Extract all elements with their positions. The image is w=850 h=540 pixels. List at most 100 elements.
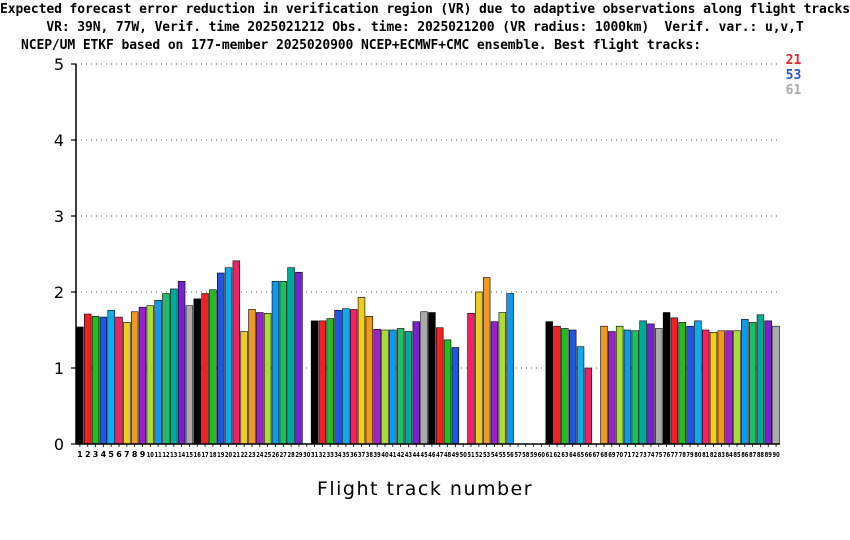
x-tick-label-33: 33 xyxy=(327,451,334,459)
x-tick-label-68: 68 xyxy=(600,451,607,459)
x-tick-label-3: 3 xyxy=(93,450,99,459)
bar-track-5 xyxy=(107,309,115,445)
x-tick-label-71: 71 xyxy=(624,451,631,459)
bar-track-29 xyxy=(295,271,303,445)
x-tick-label-18: 18 xyxy=(209,451,216,459)
bar-track-78 xyxy=(678,322,686,445)
bar-track-2 xyxy=(84,313,92,445)
bar-track-37 xyxy=(357,297,366,445)
x-tick-label-24: 24 xyxy=(256,451,263,459)
bar-track-44 xyxy=(412,321,420,445)
bar-track-76 xyxy=(662,312,671,445)
x-tick-label-82: 82 xyxy=(710,451,717,459)
y-tick-label-2: 2 xyxy=(54,283,64,302)
x-tick-label-1: 1 xyxy=(77,450,83,459)
x-tick-label-42: 42 xyxy=(397,451,404,459)
bar-track-46 xyxy=(428,312,436,445)
y-tick-label-5: 5 xyxy=(54,55,64,74)
bar-track-51 xyxy=(467,312,475,445)
x-tick-label-58: 58 xyxy=(522,451,529,459)
bar-track-70 xyxy=(615,325,624,445)
best-flight-tracks: 21 53 61 xyxy=(770,38,802,98)
x-tick-label-28: 28 xyxy=(288,451,295,459)
x-tick-label-14: 14 xyxy=(178,451,185,459)
x-tick-label-79: 79 xyxy=(686,451,693,459)
x-tick-label-8: 8 xyxy=(132,450,138,459)
bar-track-86 xyxy=(741,319,749,445)
bar-track-34 xyxy=(334,309,342,445)
bar-track-26 xyxy=(271,281,280,445)
bar-track-81 xyxy=(701,329,710,445)
bar-track-1 xyxy=(76,326,84,445)
best-track-2: 53 xyxy=(785,68,802,83)
x-tick-label-41: 41 xyxy=(389,451,396,459)
bar-track-87 xyxy=(748,322,757,445)
x-tick-label-88: 88 xyxy=(757,451,764,459)
x-tick-label-83: 83 xyxy=(718,451,725,459)
x-tick-label-62: 62 xyxy=(553,451,560,459)
x-tick-label-23: 23 xyxy=(248,451,255,459)
bar-track-61 xyxy=(545,321,553,445)
x-tick-label-84: 84 xyxy=(726,451,733,459)
x-tick-label-13: 13 xyxy=(170,451,177,459)
y-tick-label-0: 0 xyxy=(54,435,64,454)
best-track-1: 21 xyxy=(785,53,802,68)
x-tick-label-80: 80 xyxy=(694,451,701,459)
bar-track-47 xyxy=(436,327,444,445)
x-tick-label-46: 46 xyxy=(428,451,435,459)
bar-track-6 xyxy=(115,316,123,445)
x-tick-label-77: 77 xyxy=(671,451,678,459)
x-axis-label: Flight track number xyxy=(316,478,534,500)
x-tick-label-7: 7 xyxy=(124,450,130,459)
bar-track-66 xyxy=(584,367,593,445)
bar-track-21 xyxy=(232,260,241,445)
bar-track-75 xyxy=(655,328,663,445)
x-tick-label-22: 22 xyxy=(241,451,248,459)
bar-track-56 xyxy=(506,293,514,445)
bar-track-12 xyxy=(162,293,170,445)
x-tick-label-31: 31 xyxy=(311,451,318,459)
x-tick-label-11: 11 xyxy=(155,451,162,459)
bar-track-36 xyxy=(349,309,358,445)
x-tick-label-32: 32 xyxy=(319,451,326,459)
bar-track-19 xyxy=(217,272,225,445)
x-tick-label-54: 54 xyxy=(491,451,498,459)
best-track-3: 61 xyxy=(785,83,802,98)
bar-track-55 xyxy=(498,312,507,445)
chart-title-line-3: NCEP/UM ETKF based on 177-member 2025020… xyxy=(21,38,701,53)
x-tick-label-26: 26 xyxy=(272,451,279,459)
bar-track-33 xyxy=(326,318,334,445)
x-tick-label-49: 49 xyxy=(452,451,459,459)
x-tick-label-47: 47 xyxy=(436,451,443,459)
bar-track-9 xyxy=(138,306,147,445)
x-tick-label-86: 86 xyxy=(741,451,748,459)
x-tick-label-87: 87 xyxy=(749,451,756,459)
bar-track-14 xyxy=(177,281,186,445)
bar-track-88 xyxy=(756,314,765,445)
bar-track-63 xyxy=(561,328,569,445)
bar-track-40 xyxy=(381,329,389,445)
x-tick-label-65: 65 xyxy=(577,451,584,459)
bar-track-22 xyxy=(240,331,248,445)
x-tick-label-55: 55 xyxy=(499,451,506,459)
y-tick-label-3: 3 xyxy=(54,207,64,226)
x-tick-label-16: 16 xyxy=(194,451,201,459)
x-tick-label-74: 74 xyxy=(647,451,654,459)
bar-track-3 xyxy=(91,316,100,445)
x-tick-label-15: 15 xyxy=(186,451,193,459)
bar-track-45 xyxy=(420,311,428,445)
bar-track-73 xyxy=(639,320,647,445)
x-tick-label-5: 5 xyxy=(108,450,114,459)
bar-track-79 xyxy=(686,325,694,445)
x-tick-label-50: 50 xyxy=(460,451,467,459)
chart-title-line-1: Expected forecast error reduction in ver… xyxy=(0,2,850,17)
x-tick-label-73: 73 xyxy=(640,451,647,459)
x-tick-label-85: 85 xyxy=(733,451,740,459)
x-tick-label-36: 36 xyxy=(350,451,357,459)
bar-track-8 xyxy=(130,311,139,445)
y-tick-label-4: 4 xyxy=(54,131,64,150)
bar-track-41 xyxy=(389,329,397,445)
x-tick-label-56: 56 xyxy=(507,451,514,459)
x-tick-label-21: 21 xyxy=(233,451,240,459)
x-tick-label-53: 53 xyxy=(483,451,490,459)
